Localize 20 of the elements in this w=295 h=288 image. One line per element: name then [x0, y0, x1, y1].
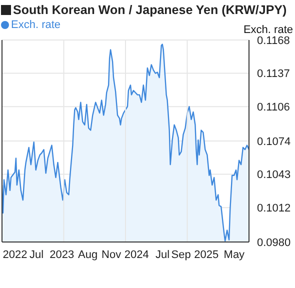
y-tick-label: 0.1043 — [257, 169, 291, 182]
y-tick-label: 0.1074 — [257, 136, 291, 148]
legend-label: Exch. rate — [11, 19, 61, 31]
y-tick-label: 0.1168 — [257, 34, 290, 47]
x-tick-label: Jul — [30, 248, 44, 261]
y-tick-label: 0.0980 — [257, 236, 291, 249]
y-axis-title: Exch. rate — [243, 24, 293, 36]
y-tick-label: 0.1106 — [257, 102, 290, 114]
x-tick-label: Aug — [78, 248, 98, 261]
x-tick-label: May — [224, 248, 246, 261]
chart-title: South Korean Won / Japanese Yen (KRW/JPY) — [13, 3, 287, 17]
x-tick-label: Jul — [156, 248, 170, 261]
y-tick-label: 0.1012 — [257, 202, 291, 215]
x-tick-label: 2025 — [194, 248, 219, 261]
x-tick-label: Nov — [102, 248, 122, 261]
x-tick-label: 2024 — [124, 248, 149, 261]
x-tick-label: 2023 — [50, 248, 74, 261]
y-tick-label: 0.1137 — [257, 68, 290, 80]
x-tick-label: Sep — [171, 248, 191, 261]
x-tick-label: 2022 — [2, 248, 28, 261]
